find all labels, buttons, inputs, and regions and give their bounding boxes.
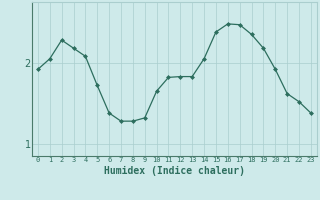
X-axis label: Humidex (Indice chaleur): Humidex (Indice chaleur) bbox=[104, 166, 245, 176]
